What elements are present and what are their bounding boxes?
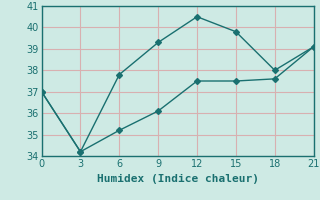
- X-axis label: Humidex (Indice chaleur): Humidex (Indice chaleur): [97, 174, 259, 184]
